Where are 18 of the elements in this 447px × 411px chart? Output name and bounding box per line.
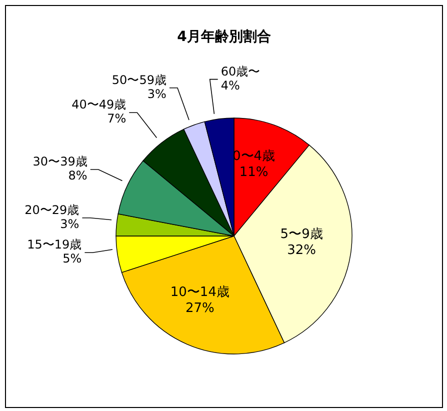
slice-label: 60歳〜 [220, 64, 260, 78]
data-label: 27% [185, 301, 214, 316]
data-label: 5% [62, 252, 82, 266]
slice-label: 50〜59歳 [112, 72, 166, 87]
slice-label: 5〜9歳 [280, 227, 323, 242]
data-label: 11% [239, 165, 268, 180]
data-label: 3% [147, 86, 166, 101]
slice-label: 15〜19歳 [27, 238, 82, 252]
data-label: 32% [287, 243, 316, 258]
slice-label: 30〜39歳 [32, 154, 88, 169]
slice-label: 40〜49歳 [72, 98, 126, 112]
data-label: 7% [107, 112, 126, 126]
data-label: 4% [220, 78, 240, 92]
chart-title: 4月年齢別割合 [176, 28, 272, 46]
data-label: 8% [68, 168, 88, 183]
data-label: 3% [60, 216, 80, 231]
slice-label: 20〜29歳 [24, 202, 80, 217]
slice-label: 10〜14歳 [170, 285, 230, 300]
